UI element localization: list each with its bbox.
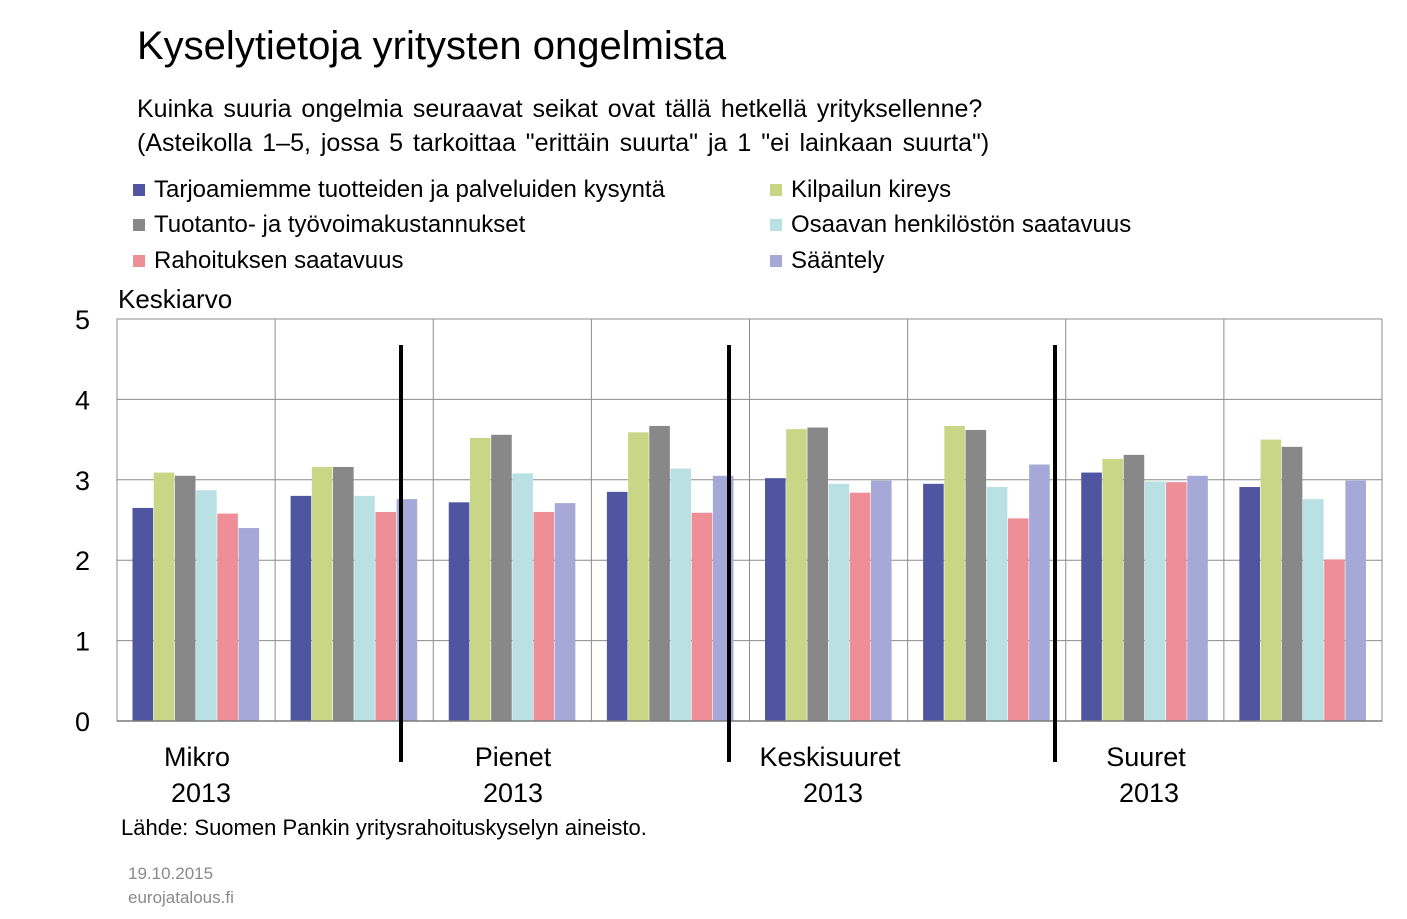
- bar: [871, 480, 892, 721]
- y-axis-label: Keskiarvo: [118, 284, 233, 314]
- legend-swatch-saantely: [770, 255, 782, 267]
- y-tick-label: 2: [75, 546, 90, 576]
- group-name-mikro: Mikro: [164, 742, 230, 772]
- bar: [1281, 446, 1303, 721]
- bar: [691, 512, 713, 721]
- bar: [807, 427, 828, 721]
- subtitle-line-1: Kuinka suuria ongelmia seuraavat seikat …: [137, 95, 983, 123]
- group-name-pienet: Pienet: [474, 742, 552, 772]
- legend-item-rahoitus: Rahoituksen saatavuus: [133, 246, 404, 276]
- bar: [1166, 482, 1187, 721]
- y-tick-label: 5: [75, 305, 90, 335]
- legend-label-kysynta: Tarjoamiemme tuotteiden ja palveluiden k…: [154, 176, 665, 203]
- legend-label-rahoitus: Rahoituksen saatavuus: [154, 247, 404, 274]
- bar: [670, 468, 692, 721]
- bar: [628, 432, 649, 721]
- source-note: Lähde: Suomen Pankin yritysrahoituskysel…: [121, 815, 647, 840]
- bar: [1239, 487, 1260, 721]
- group-name-suuret: Suuret: [1106, 742, 1186, 772]
- y-tick-label: 1: [75, 627, 90, 657]
- group-label-keskisuuret: Keskisuuret 2013: [748, 739, 912, 811]
- bar: [153, 472, 175, 721]
- bar: [1302, 499, 1324, 721]
- bar: [1123, 454, 1145, 721]
- chart-subtitle: Kuinka suuria ongelmia seuraavat seikat …: [137, 92, 989, 160]
- bar: [491, 434, 512, 721]
- y-tick-label: 0: [75, 707, 90, 737]
- bar: [1260, 439, 1282, 721]
- bar: [132, 507, 154, 721]
- bar: [375, 511, 397, 721]
- bar: [765, 478, 786, 721]
- group-label-pienet: Pienet 2013: [466, 739, 560, 811]
- bar: [786, 429, 807, 721]
- bar: [828, 483, 850, 721]
- footer-date: 19.10.2015: [128, 864, 214, 883]
- subtitle-line-2: (Asteikolla 1–5, jossa 5 tarkoittaa "eri…: [137, 129, 990, 157]
- legend-swatch-kysynta: [133, 184, 145, 196]
- group-name-keskisuuret: Keskisuuret: [759, 742, 901, 772]
- bar: [1144, 481, 1166, 721]
- legend-swatch-rahoitus: [133, 255, 145, 267]
- legend-swatch-kustannukset: [133, 219, 145, 231]
- footer-site: eurojatalous.fi: [128, 888, 234, 907]
- legend-item-kysynta: Tarjoamiemme tuotteiden ja palveluiden k…: [133, 175, 665, 205]
- bar: [1029, 464, 1050, 721]
- legend-label-henkilosto: Osaavan henkilöstön saatavuus: [791, 211, 1132, 238]
- bar: [1007, 518, 1029, 721]
- group-year-mikro: 2013: [170, 778, 232, 808]
- bar: [965, 429, 987, 721]
- legend-item-kilpailu: Kilpailun kireys: [770, 175, 951, 205]
- legend-swatch-henkilosto: [770, 219, 782, 231]
- group-year-suuret: 2013: [1118, 778, 1180, 808]
- bar: [944, 425, 965, 721]
- bar: [448, 502, 470, 721]
- legend-item-henkilosto: Osaavan henkilöstön saatavuus: [770, 210, 1131, 240]
- bar: [217, 513, 238, 721]
- legend-item-kustannukset: Tuotanto- ja työvoimakustannukset: [133, 210, 525, 240]
- legend-label-saantely: Sääntely: [791, 247, 885, 274]
- bar: [290, 495, 312, 721]
- bar: [1345, 480, 1366, 721]
- legend-swatch-kilpailu: [770, 184, 782, 196]
- legend-item-saantely: Sääntely: [770, 246, 884, 276]
- bar: [469, 437, 491, 721]
- legend-label-kustannukset: Tuotanto- ja työvoimakustannukset: [154, 211, 526, 238]
- group-label-mikro: Mikro 2013: [157, 739, 237, 811]
- bar: [1187, 475, 1208, 721]
- bar: [311, 466, 333, 721]
- bar: [554, 503, 576, 721]
- legend-label-kilpailu: Kilpailun kireys: [791, 176, 952, 203]
- bar: [606, 491, 628, 721]
- bar: [1081, 472, 1102, 721]
- chart-title: Kyselytietoja yritysten ongelmista: [137, 24, 727, 68]
- bar: [512, 473, 533, 721]
- bar: [1324, 559, 1345, 721]
- bar: [333, 466, 354, 721]
- bar: [196, 490, 217, 721]
- bar: [354, 495, 375, 721]
- bar: [533, 511, 555, 721]
- bar: [1102, 458, 1124, 721]
- y-tick-label: 4: [75, 385, 90, 415]
- bar: [923, 483, 944, 721]
- group-year-pienet: 2013: [482, 778, 544, 808]
- group-label-suuret: Suuret 2013: [1098, 739, 1194, 811]
- bar: [649, 425, 670, 721]
- bar: [238, 528, 260, 721]
- group-year-keskisuuret: 2013: [802, 778, 864, 808]
- bar: [174, 475, 196, 721]
- y-tick-label: 3: [75, 466, 90, 496]
- bar: [849, 492, 871, 721]
- bar: [986, 487, 1008, 721]
